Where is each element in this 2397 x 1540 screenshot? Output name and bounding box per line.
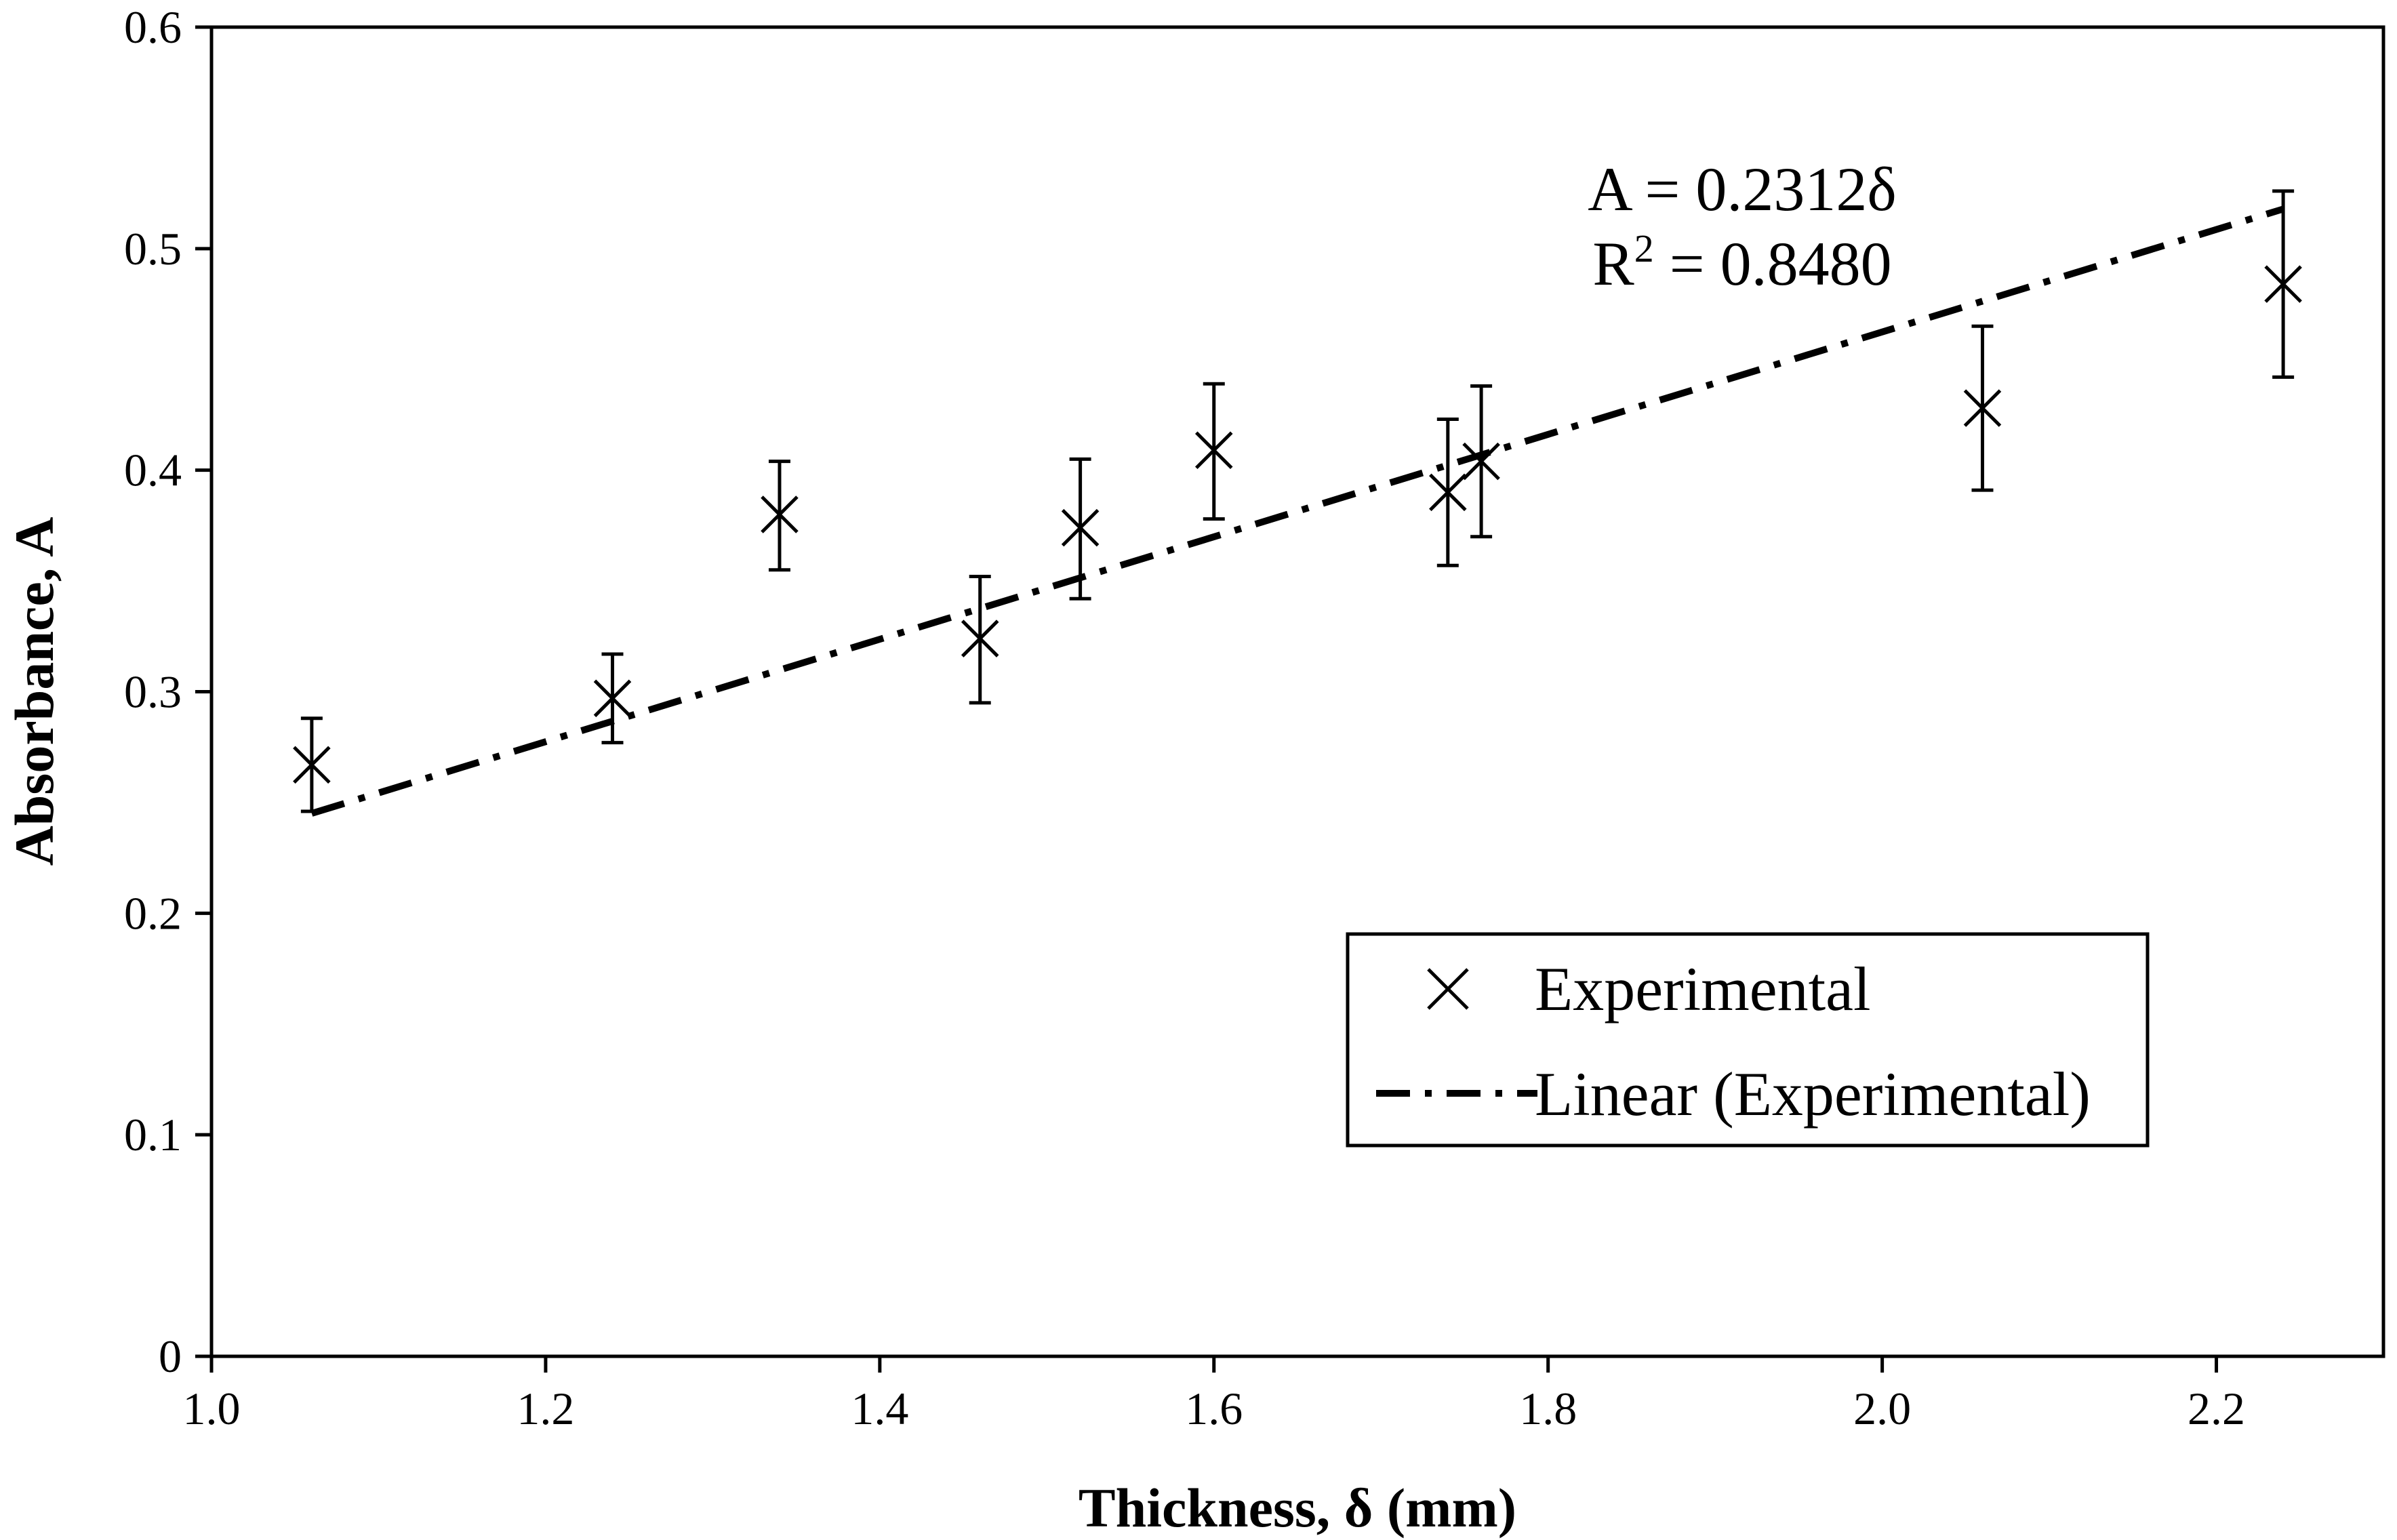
- r-squared-exponent: 2: [1634, 226, 1654, 270]
- x-marker-stroke: [1061, 508, 1100, 547]
- plot-area-frame: [209, 25, 2385, 1358]
- x-tick-label: 1.2: [517, 1383, 574, 1434]
- x-tick-label: 1.0: [183, 1383, 241, 1434]
- x-marker-stroke: [2264, 265, 2302, 303]
- data-point: [1429, 417, 1467, 567]
- y-tick-label: 0.3: [124, 666, 182, 718]
- y-tick-label: 0.1: [124, 1109, 182, 1160]
- data-point: [761, 460, 799, 572]
- legend-label-linear: Linear (Experimental): [1535, 1059, 2091, 1129]
- data-point: [1061, 457, 1100, 601]
- legend-marker-experimental: [1427, 968, 1469, 1010]
- data-point: [1462, 384, 1500, 539]
- y-axis: 0 0.1 0.2 0.3 0.4 0.5 0.6: [124, 1, 212, 1382]
- x-axis: 1.0 1.2 1.4 1.6 1.8 2.0 2.2: [183, 1356, 2245, 1434]
- x-marker-stroke: [593, 679, 632, 718]
- x-tick-label: 1.6: [1185, 1383, 1243, 1434]
- x-tick-label: 1.4: [851, 1383, 908, 1434]
- x-axis-title: Thickness, δ (mm): [1079, 1477, 1516, 1539]
- data-point: [1963, 324, 2002, 492]
- trendline: [310, 205, 2284, 817]
- x-tick-label: 2.2: [2188, 1383, 2245, 1434]
- data-point: [293, 716, 331, 813]
- r-squared-prefix: R: [1592, 229, 1634, 298]
- legend-box: [1346, 932, 2150, 1148]
- x-marker-stroke: [293, 746, 331, 784]
- x-marker-stroke: [1462, 442, 1500, 481]
- x-marker-stroke: [761, 495, 799, 533]
- data-point: [961, 575, 999, 705]
- x-tick-label: 1.8: [1519, 1383, 1577, 1434]
- data-point: [593, 652, 632, 745]
- x-marker-stroke: [1429, 473, 1467, 512]
- trendline-linear-experimental: [310, 205, 2284, 817]
- x-marker-stroke: [1963, 389, 2002, 427]
- y-tick-label: 0: [159, 1331, 182, 1382]
- x-marker-stroke: [961, 620, 999, 657]
- data-points: [293, 189, 2302, 813]
- r-squared-value: = 0.8480: [1654, 229, 1892, 298]
- y-tick-label: 0.2: [124, 887, 182, 939]
- trendline-r-squared: R2 = 0.8480: [1592, 226, 1891, 298]
- y-tick-label: 0.5: [124, 223, 182, 275]
- data-point: [1195, 382, 1233, 521]
- x-tick-label: 2.0: [1853, 1383, 1911, 1434]
- y-axis-title: Absorbance, A: [3, 517, 65, 866]
- x-marker-stroke: [1195, 431, 1233, 470]
- legend: Experimental Linear (Experimental): [1346, 932, 2150, 1148]
- y-tick-label: 0.4: [124, 445, 182, 496]
- y-tick-label: 0.6: [124, 1, 182, 53]
- legend-label-experimental: Experimental: [1535, 954, 1871, 1024]
- trendline-equation: A = 0.2312δ: [1588, 155, 1897, 224]
- data-point: [2264, 189, 2302, 379]
